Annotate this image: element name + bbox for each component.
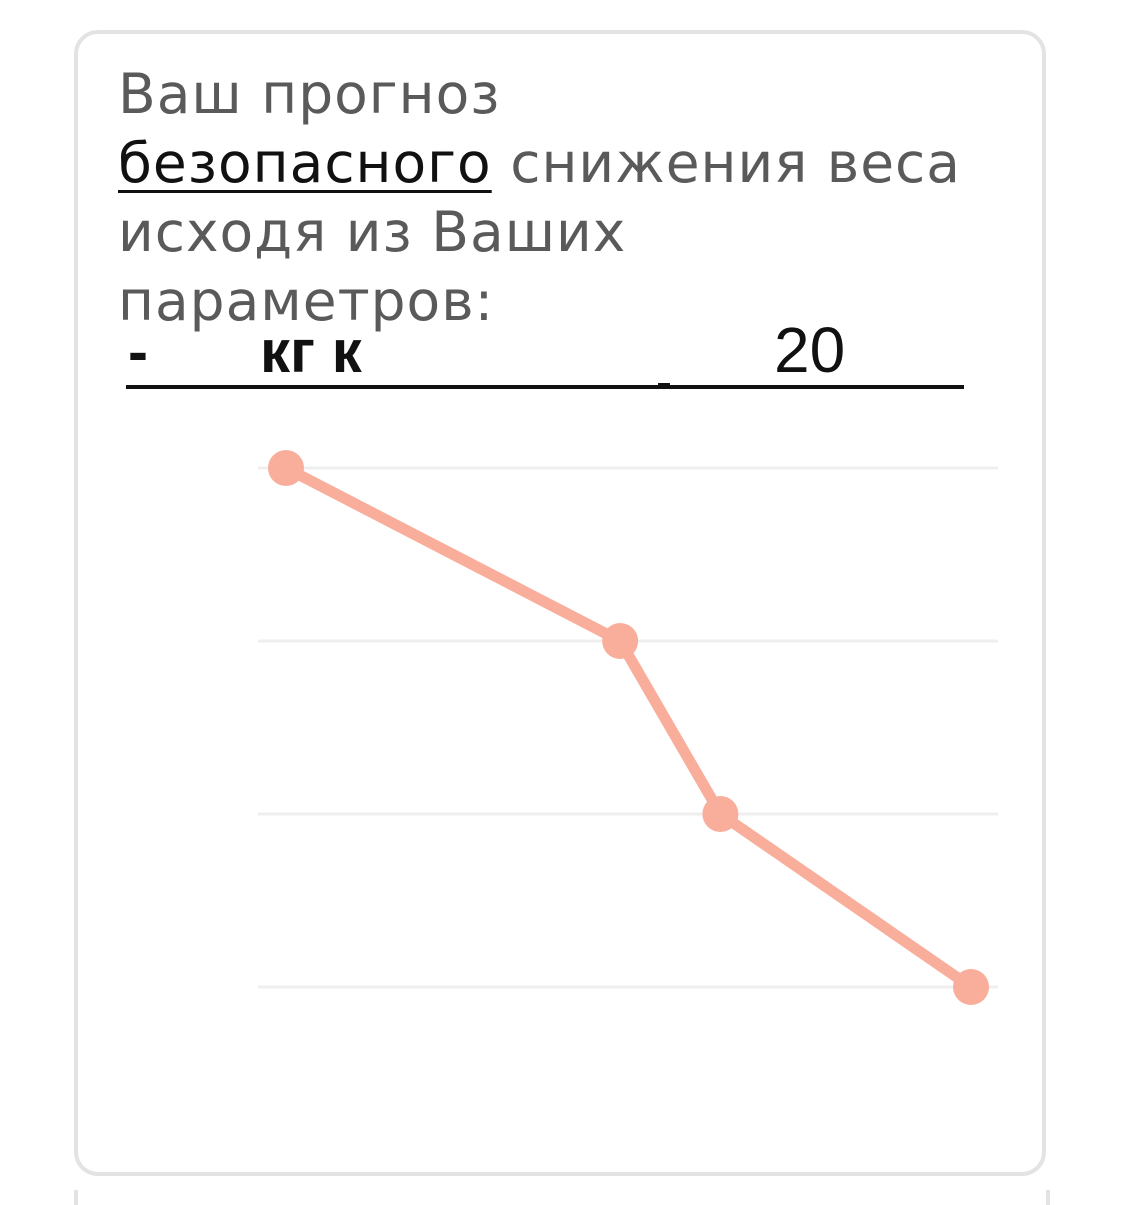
data-point-2[interactable] xyxy=(602,623,639,659)
data-point-4[interactable] xyxy=(953,969,989,1005)
forecast-heading: Ваш прогноз безопасного снижения веса ис… xyxy=(118,60,1018,336)
heading-line-3: исходя из Ваших параметров: xyxy=(118,200,627,333)
result-separator xyxy=(658,383,670,386)
series-line-1 xyxy=(280,462,977,993)
heading-line-2-rest: снижения веса xyxy=(491,131,961,195)
result-underline xyxy=(126,385,964,389)
result-target-value: 20 xyxy=(774,314,846,386)
result-unit: кг к xyxy=(260,318,362,385)
data-point-3[interactable] xyxy=(702,796,739,832)
next-card-edge-right xyxy=(1046,1190,1050,1205)
result-dash: - xyxy=(128,318,148,385)
data-point-1[interactable] xyxy=(268,450,304,486)
forecast-card xyxy=(74,30,1046,1176)
heading-line-1: Ваш прогноз xyxy=(118,62,501,126)
next-card-edge-left xyxy=(74,1190,78,1205)
heading-highlight-word: безопасного xyxy=(118,131,492,195)
